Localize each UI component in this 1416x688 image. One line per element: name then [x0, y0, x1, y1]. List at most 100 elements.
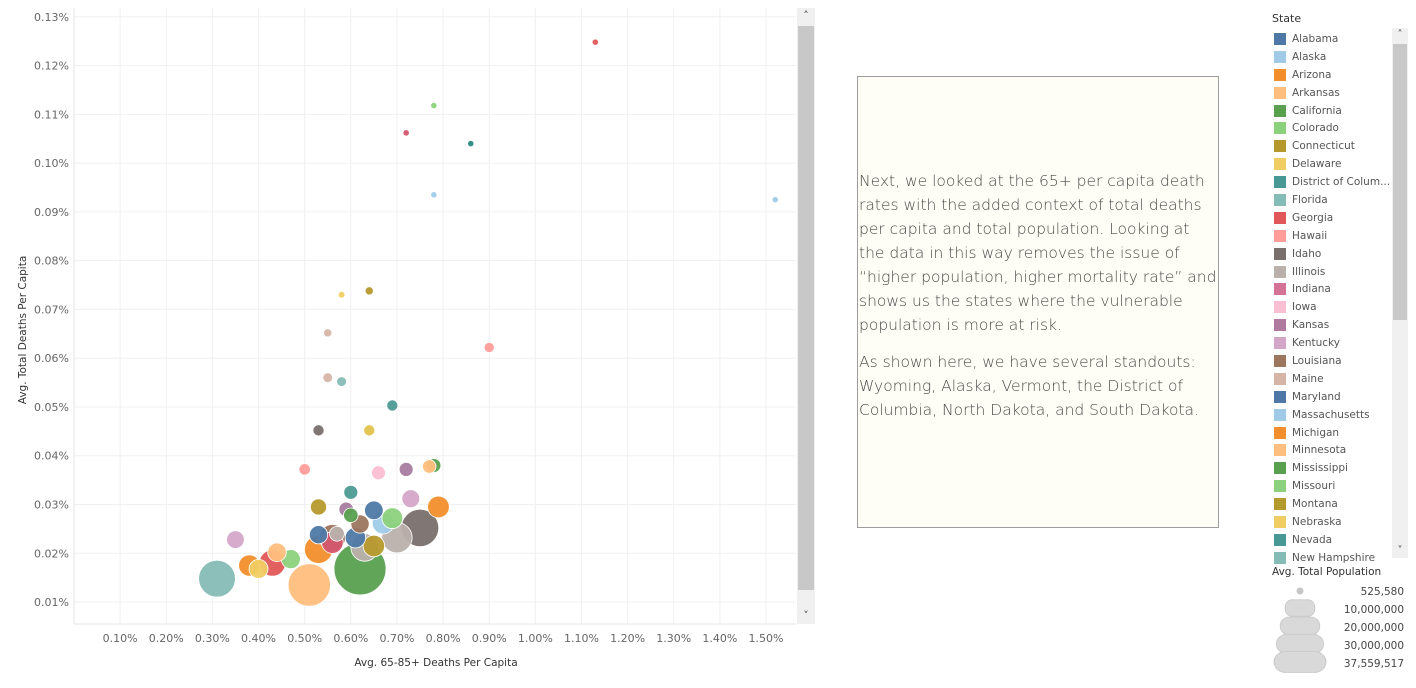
legend-item[interactable]: Florida	[1274, 191, 1392, 209]
legend-item[interactable]: Connecticut	[1274, 137, 1392, 155]
legend-item[interactable]: Kansas	[1274, 316, 1392, 334]
chart-vertical-scrollbar[interactable]: ˄ ˅	[797, 8, 815, 624]
size-legend-label: 525,580	[1361, 586, 1404, 598]
scatter-point[interactable]	[362, 534, 386, 558]
scatter-point[interactable]	[337, 290, 346, 299]
legend-item[interactable]: Indiana	[1274, 280, 1392, 298]
scatter-point[interactable]	[329, 525, 345, 542]
scatter-point[interactable]	[430, 191, 438, 199]
scatter-point[interactable]	[401, 489, 421, 508]
scatter-point[interactable]	[310, 498, 328, 516]
legend-item[interactable]: Massachusetts	[1274, 406, 1392, 424]
legend-item-label: Florida	[1292, 193, 1328, 206]
scatter-point[interactable]	[343, 484, 359, 500]
legend-item[interactable]: Idaho	[1274, 245, 1392, 263]
legend-item-label: Hawaii	[1292, 229, 1328, 242]
legend-item-label: Alaska	[1292, 50, 1327, 63]
scatter-point[interactable]	[364, 500, 384, 521]
legend-swatch	[1274, 86, 1286, 99]
legend-swatch	[1274, 32, 1286, 45]
scatter-point[interactable]	[381, 507, 404, 529]
scatter-point[interactable]	[364, 286, 374, 296]
legend-item-label: Arkansas	[1292, 86, 1340, 99]
scatter-point[interactable]	[267, 542, 287, 563]
scatter-point[interactable]	[248, 558, 269, 579]
legend-scroll-thumb[interactable]	[1393, 44, 1407, 320]
legend-item-label: Alabama	[1292, 32, 1339, 45]
legend-swatch	[1274, 337, 1286, 350]
legend-item[interactable]: Nebraska	[1274, 513, 1392, 531]
scroll-thumb[interactable]	[798, 26, 814, 590]
y-tick-label: 0.07%	[34, 303, 69, 316]
scatter-point[interactable]	[323, 328, 333, 338]
size-legend-label: 10,000,000	[1344, 604, 1404, 616]
legend-item[interactable]: Delaware	[1274, 155, 1392, 173]
legend-item[interactable]: Colorado	[1274, 119, 1392, 137]
legend-item[interactable]: California	[1274, 102, 1392, 120]
legend-item[interactable]: Kentucky	[1274, 334, 1392, 352]
legend-item[interactable]: Michigan	[1274, 424, 1392, 442]
scatter-point[interactable]	[422, 459, 437, 474]
legend-scroll-down-icon[interactable]: ˅	[1397, 545, 1403, 556]
scatter-point[interactable]	[386, 399, 399, 412]
y-tick-label: 0.03%	[34, 499, 69, 512]
scatter-point[interactable]	[343, 507, 359, 523]
legend-scrollbar[interactable]: ˄ ˅	[1392, 28, 1408, 558]
legend-item[interactable]: Nevada	[1274, 531, 1392, 549]
scatter-point[interactable]	[371, 465, 386, 481]
scatter-point[interactable]	[771, 196, 779, 204]
legend-item[interactable]: Maryland	[1274, 388, 1392, 406]
legend-item[interactable]: Minnesota	[1274, 441, 1392, 459]
legend-item[interactable]: Maine	[1274, 370, 1392, 388]
scatter-point[interactable]	[430, 101, 438, 110]
size-legend-label: 30,000,000	[1344, 640, 1404, 652]
size-legend-marker	[1276, 633, 1324, 655]
legend-item[interactable]: Alaska	[1274, 48, 1392, 66]
legend-item[interactable]: Louisiana	[1274, 352, 1392, 370]
legend-swatch	[1274, 372, 1286, 385]
scatter-point[interactable]	[427, 495, 450, 519]
x-tick-label: 1.40%	[702, 632, 737, 645]
legend-item[interactable]: Hawaii	[1274, 227, 1392, 245]
scroll-up-arrow-icon[interactable]: ˄	[803, 9, 809, 22]
legend-item[interactable]: Arizona	[1274, 66, 1392, 84]
legend-item[interactable]: New Hampshire	[1274, 549, 1392, 567]
y-tick-label: 0.09%	[34, 206, 69, 219]
legend-item[interactable]: Mississippi	[1274, 459, 1392, 477]
scatter-point[interactable]	[591, 38, 599, 46]
legend-swatch	[1274, 104, 1286, 117]
legend-item[interactable]: Iowa	[1274, 298, 1392, 316]
x-tick-label: 0.50%	[287, 632, 322, 645]
scatter-point[interactable]	[298, 463, 311, 476]
size-legend-label: 37,559,517	[1344, 658, 1404, 670]
legend-swatch	[1274, 176, 1286, 189]
legend-item[interactable]: Montana	[1274, 495, 1392, 513]
legend-swatch	[1274, 390, 1286, 403]
size-legend-marker	[1296, 587, 1304, 595]
scatter-point[interactable]	[312, 424, 325, 437]
scroll-down-arrow-icon[interactable]: ˅	[803, 609, 809, 622]
story-text-box: Next, we looked at the 65+ per capita de…	[857, 76, 1219, 528]
scatter-point[interactable]	[336, 376, 347, 387]
legend-item[interactable]: Illinois	[1274, 263, 1392, 281]
legend-item-label: Delaware	[1292, 158, 1342, 171]
scatter-point[interactable]	[398, 461, 414, 477]
scatter-point[interactable]	[287, 563, 331, 607]
scatter-point[interactable]	[322, 372, 334, 384]
scatter-point[interactable]	[467, 139, 475, 148]
scatter-point[interactable]	[483, 341, 495, 353]
legend-scroll-up-icon[interactable]: ˄	[1397, 29, 1403, 40]
legend-item[interactable]: Missouri	[1274, 477, 1392, 495]
legend-item[interactable]: Georgia	[1274, 209, 1392, 227]
legend-item[interactable]: District of Colum...	[1274, 173, 1392, 191]
scatter-point[interactable]	[402, 129, 410, 137]
scatter-point[interactable]	[198, 559, 236, 598]
scatter-point[interactable]	[363, 424, 376, 437]
legend-item-label: Louisiana	[1292, 354, 1342, 367]
scatter-point[interactable]	[308, 525, 329, 545]
legend-item[interactable]: Alabama	[1274, 30, 1392, 48]
legend-item[interactable]: Arkansas	[1274, 84, 1392, 102]
y-tick-label: 0.11%	[34, 108, 69, 121]
legend-item-label: California	[1292, 104, 1342, 117]
scatter-point[interactable]	[226, 530, 245, 549]
